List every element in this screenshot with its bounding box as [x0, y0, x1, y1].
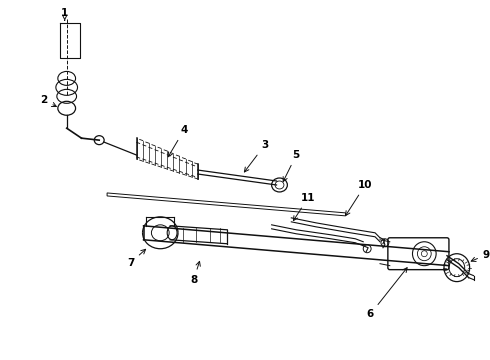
Text: 4: 4 — [168, 125, 188, 157]
Text: 1: 1 — [61, 8, 68, 21]
Text: 6: 6 — [367, 268, 407, 319]
Text: 7: 7 — [127, 249, 146, 268]
Text: 10: 10 — [345, 180, 372, 216]
Text: 9: 9 — [471, 250, 490, 261]
Text: 11: 11 — [294, 193, 315, 221]
Text: 5: 5 — [283, 150, 300, 181]
Text: 2: 2 — [40, 95, 56, 107]
Text: 8: 8 — [190, 261, 200, 285]
Text: 3: 3 — [245, 140, 269, 172]
